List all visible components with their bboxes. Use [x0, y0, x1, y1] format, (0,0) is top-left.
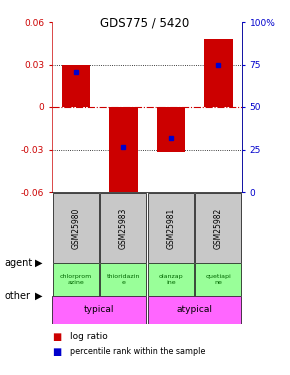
Text: percentile rank within the sample: percentile rank within the sample [70, 347, 205, 356]
Bar [53, 193, 99, 263]
Text: GSM25981: GSM25981 [166, 207, 175, 249]
Text: chlorprom
azine: chlorprom azine [60, 274, 92, 285]
Bar [61, 64, 90, 107]
Text: GSM25983: GSM25983 [119, 207, 128, 249]
Text: ▶: ▶ [35, 291, 42, 301]
Bar [148, 296, 241, 324]
Text: other: other [4, 291, 30, 301]
Text: ■: ■ [52, 332, 61, 342]
Bar [52, 296, 146, 324]
Text: quetiapi
ne: quetiapi ne [205, 274, 231, 285]
Text: atypical: atypical [177, 306, 213, 315]
Bar [157, 107, 185, 152]
Bar [195, 193, 241, 263]
Text: GDS775 / 5420: GDS775 / 5420 [100, 16, 190, 29]
Text: GSM25980: GSM25980 [71, 207, 80, 249]
Text: thioridazin
e: thioridazin e [106, 274, 140, 285]
Bar [100, 193, 146, 263]
Text: olanzap
ine: olanzap ine [158, 274, 183, 285]
Bar [100, 263, 146, 296]
Text: agent: agent [4, 258, 32, 268]
Bar [204, 39, 233, 107]
Bar [109, 107, 137, 199]
Text: ■: ■ [52, 347, 61, 357]
Text: log ratio: log ratio [70, 332, 107, 341]
Text: GSM25982: GSM25982 [214, 207, 223, 249]
Bar [53, 263, 99, 296]
Text: typical: typical [84, 306, 114, 315]
Bar [148, 193, 193, 263]
Bar [148, 263, 193, 296]
Text: ▶: ▶ [35, 258, 42, 268]
Bar [195, 263, 241, 296]
